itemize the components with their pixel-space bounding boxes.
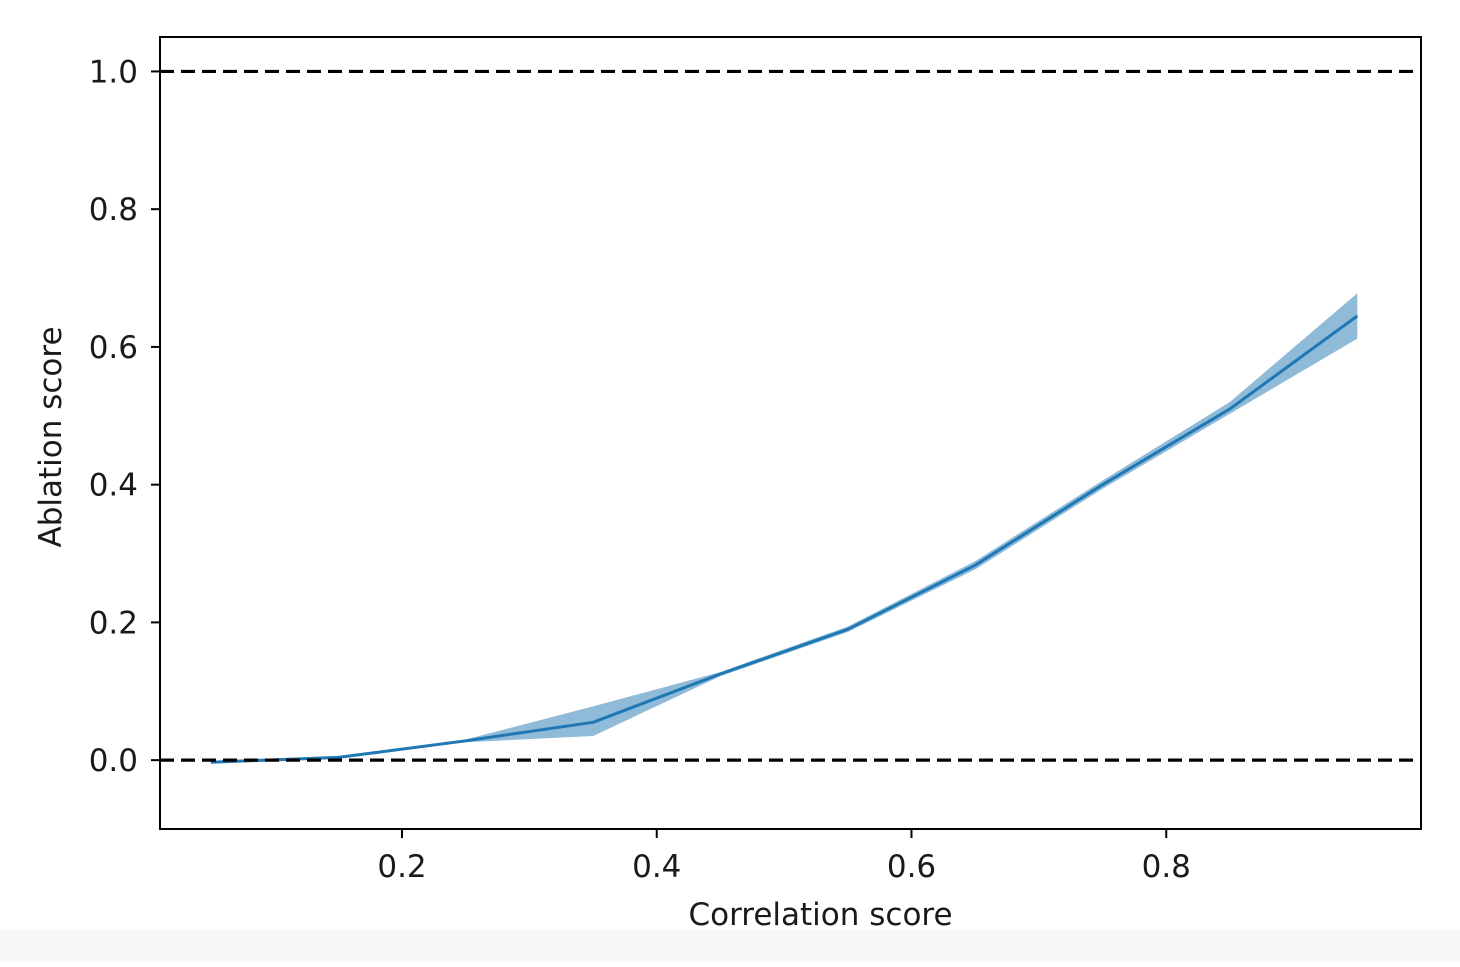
y-tick-label-0: 0.0 [89,743,138,779]
y-tick-label-1: 0.2 [89,605,138,641]
y-tick-label-3: 0.6 [89,330,138,366]
x-axis-label: Correlation score [688,897,952,933]
plot-layer [160,69,1421,764]
series-line-0 [210,314,1359,764]
x-tick-label-1: 0.4 [632,849,681,885]
confidence-band-0 [210,293,1358,764]
y-tick-label-5: 1.0 [89,54,138,90]
x-tick-label-0: 0.2 [377,849,426,885]
y-tick-label-2: 0.4 [89,468,138,504]
y-tick-label-4: 0.8 [89,192,138,228]
x-tick-label-2: 0.6 [887,849,936,885]
y-axis-label: Ablation score [33,326,69,547]
plot-frame [159,36,1422,830]
plot-area [160,69,1421,764]
x-tick-label-3: 0.8 [1142,849,1191,885]
axes-layer: 0.2 0.4 0.6 0.8 0.0 0.2 0.4 0.6 0.8 1.0 Correlatio… [33,36,1422,933]
bottom-strip [0,930,1460,962]
